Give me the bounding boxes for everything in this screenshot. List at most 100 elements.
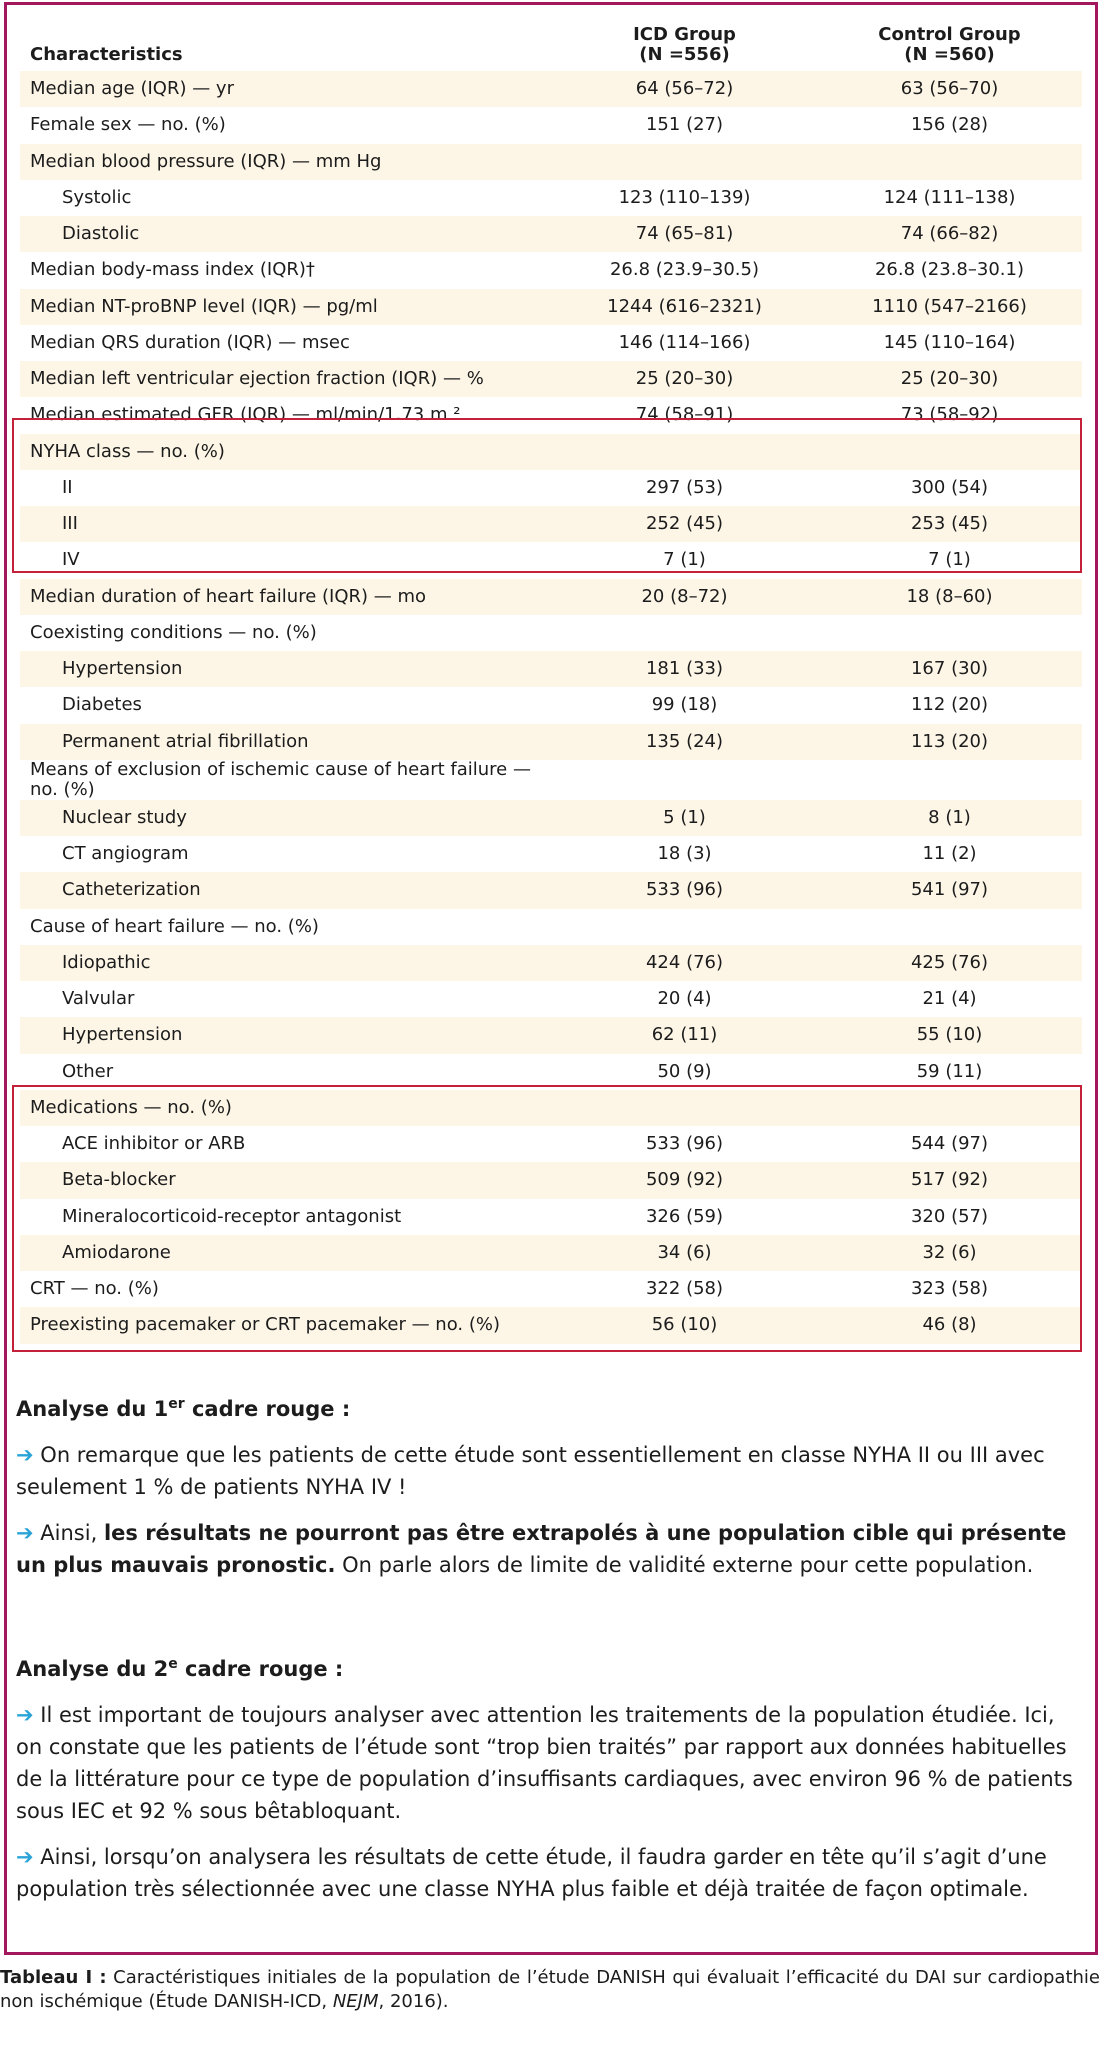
control-value: 59 (11): [916, 1060, 983, 1082]
icd-value: 20 (4): [657, 988, 712, 1010]
row-label: Median age (IQR) — yr: [20, 71, 552, 108]
table-row: Median age (IQR) — yr 64 (56–72) 63 (56–70…: [20, 71, 1082, 108]
arrow-icon: ➔: [16, 1443, 34, 1467]
control-value: 167 (30): [817, 651, 1082, 688]
row-label: Coexisting conditions — no. (%): [30, 621, 317, 643]
header-icd-group: ICD Group (N =556): [552, 10, 817, 71]
table-row: Median blood pressure (IQR) — mm Hg: [20, 143, 1082, 180]
row-label: III: [20, 506, 552, 543]
table-row: Hypertension 62 (11) 55 (10): [20, 1017, 1082, 1054]
table-row: ACE inhibitor or ARB 533 (96) 544 (97): [20, 1126, 1082, 1162]
control-value: 8 (1): [817, 799, 1082, 836]
row-label: Preexisting pacemaker or CRT pacemaker —…: [20, 1307, 552, 1344]
table-row: CRT — no. (%) 322 (58) 323 (58): [20, 1271, 1082, 1307]
icd-value: 533 (96): [645, 1133, 724, 1155]
table-row: Beta-blocker 509 (92) 517 (92): [20, 1162, 1082, 1199]
content-frame: [4, 2, 1098, 1955]
row-label: IV: [62, 549, 80, 571]
table-row: Cause of heart failure — no. (%): [20, 909, 1082, 945]
row-label: CRT — no. (%): [30, 1278, 159, 1300]
control-value: [817, 143, 1082, 180]
icd-value: [552, 615, 817, 651]
icd-value: 326 (59): [645, 1205, 724, 1227]
icd-value: 135 (24): [552, 723, 817, 760]
control-value: 55 (10): [817, 1017, 1082, 1054]
control-value: [817, 1089, 1082, 1126]
icd-value: 7 (1): [663, 549, 706, 571]
row-label: Valvular: [62, 988, 135, 1010]
control-value: 323 (58): [910, 1278, 989, 1300]
table-row: III 252 (45) 253 (45): [20, 506, 1082, 543]
row-label: Diabetes: [62, 694, 142, 716]
table-row: Median left ventricular ejection fractio…: [20, 361, 1082, 398]
table-row: Catheterization 533 (96) 541 (97): [20, 872, 1082, 909]
control-value: 11 (2): [922, 843, 977, 865]
analysis-section-1: Analyse du 1er cadre rouge : ➔ On remarq…: [16, 1388, 1082, 1581]
control-value: 26.8 (23.8–30.1): [874, 259, 1024, 281]
icd-value: 56 (10): [552, 1307, 817, 1344]
table-row: Medications — no. (%): [20, 1089, 1082, 1126]
table-row: Valvular 20 (4) 21 (4): [20, 981, 1082, 1017]
characteristics-table: Characteristics ICD Group (N =556) Contr…: [20, 10, 1082, 1344]
row-label: Permanent atrial fibrillation: [20, 723, 552, 760]
icd-value: [552, 433, 817, 470]
control-value: 32 (6): [817, 1234, 1082, 1271]
table-row: Preexisting pacemaker or CRT pacemaker —…: [20, 1307, 1082, 1344]
control-value: [817, 909, 1082, 945]
control-value: 544 (97): [910, 1133, 989, 1155]
table-row: II 297 (53) 300 (54): [20, 470, 1082, 506]
icd-value: 34 (6): [552, 1234, 817, 1271]
analysis-2-paragraph-1: ➔ Il est important de toujours analyser …: [16, 1703, 1073, 1823]
control-value: 73 (58–92): [900, 404, 999, 426]
icd-value: 25 (20–30): [552, 361, 817, 398]
row-label: Median duration of heart failure (IQR) —…: [20, 578, 552, 615]
header-icd-title: ICD Group: [633, 24, 736, 45]
row-label: Means of exclusion of ischemic cause of …: [30, 758, 531, 800]
table-row: Other 50 (9) 59 (11): [20, 1054, 1082, 1090]
icd-value: [552, 760, 817, 800]
row-label: Median body-mass index (IQR)†: [30, 259, 315, 281]
control-value: [817, 615, 1082, 651]
icd-value: 99 (18): [651, 694, 718, 716]
table-row: Nuclear study 5 (1) 8 (1): [20, 799, 1082, 836]
icd-value: [552, 1089, 817, 1126]
table-row: Mineralocorticoid-receptor antagonist 326…: [20, 1199, 1082, 1235]
control-value: 1110 (547–2166): [817, 288, 1082, 325]
table-row: Diastolic 74 (65–81) 74 (66–82): [20, 216, 1082, 253]
control-value: 253 (45): [817, 506, 1082, 543]
analysis-2-paragraph-2: ➔ Ainsi, lorsqu’on analysera les résulta…: [16, 1845, 1047, 1901]
row-label: Systolic: [62, 186, 132, 208]
table-row: Median NT-proBNP level (IQR) — pg/ml 1244…: [20, 288, 1082, 325]
row-label: Cause of heart failure — no. (%): [30, 915, 319, 937]
icd-value: 424 (76): [552, 944, 817, 981]
row-label: Median NT-proBNP level (IQR) — pg/ml: [20, 288, 552, 325]
row-label: Median estimated GFR (IQR) — ml/min/1.73…: [30, 404, 461, 426]
icd-value: [552, 143, 817, 180]
icd-value: 1244 (616–2321): [552, 288, 817, 325]
header-control-title: Control Group: [878, 24, 1021, 45]
icd-value: 26.8 (23.9–30.5): [609, 259, 759, 281]
table-header-row: Characteristics ICD Group (N =556) Contr…: [20, 10, 1082, 71]
row-label: II: [62, 476, 73, 498]
analysis-1-title: Analyse du 1er cadre rouge :: [16, 1396, 351, 1421]
control-value: 156 (28): [910, 114, 989, 136]
icd-value: 50 (9): [657, 1060, 712, 1082]
control-value: 113 (20): [817, 723, 1082, 760]
icd-value: 18 (3): [657, 843, 712, 865]
table-row: Median duration of heart failure (IQR) —…: [20, 578, 1082, 615]
row-label: Median left ventricular ejection fractio…: [20, 361, 552, 398]
row-label: Nuclear study: [20, 799, 552, 836]
table-row: Coexisting conditions — no. (%): [20, 615, 1082, 651]
icd-value: 252 (45): [552, 506, 817, 543]
table-row: Median estimated GFR (IQR) — ml/min/1.73…: [20, 397, 1082, 433]
control-value: 425 (76): [817, 944, 1082, 981]
icd-value: 181 (33): [552, 651, 817, 688]
control-value: 541 (97): [817, 872, 1082, 909]
row-label: Median QRS duration (IQR) — msec: [30, 331, 350, 353]
control-value: 124 (111–138): [883, 186, 1016, 208]
control-value: 25 (20–30): [817, 361, 1082, 398]
control-value: 74 (66–82): [817, 216, 1082, 253]
control-value: 145 (110–164): [883, 331, 1016, 353]
icd-value: 62 (11): [552, 1017, 817, 1054]
row-label: Catheterization: [20, 872, 552, 909]
